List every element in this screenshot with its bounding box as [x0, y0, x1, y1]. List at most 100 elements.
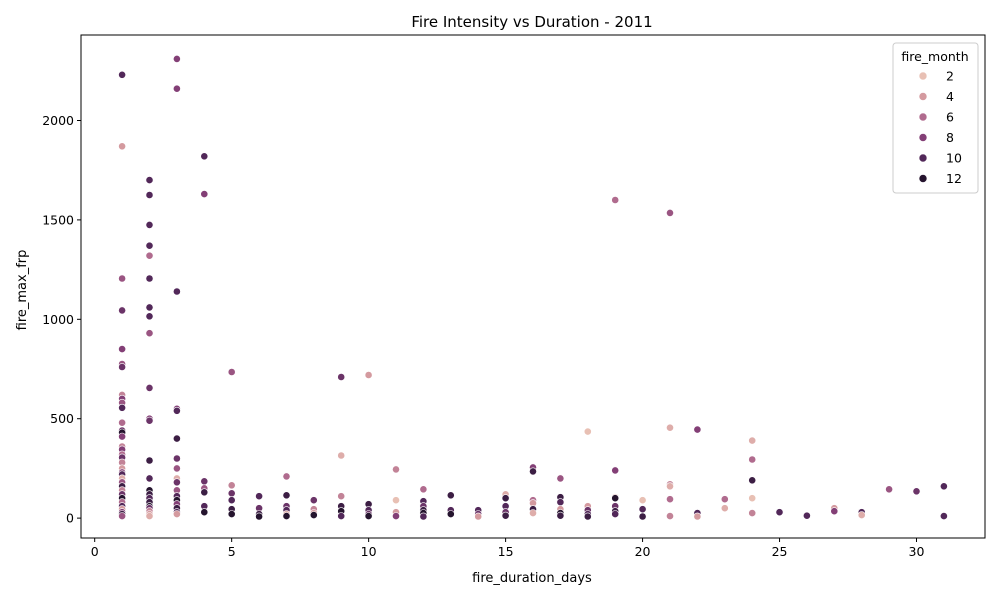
data-point — [145, 383, 154, 392]
data-point — [638, 496, 647, 505]
data-point — [172, 510, 181, 518]
data-point — [419, 485, 428, 494]
data-point — [118, 512, 126, 520]
axes: 0 5 10 15 20 25 30 0 500 1000 1500 2000 — [42, 34, 986, 559]
data-point — [748, 455, 757, 464]
data-point — [227, 489, 236, 498]
data-point — [583, 427, 592, 436]
data-point — [200, 190, 209, 198]
data-point — [227, 368, 236, 376]
axes-frame — [80, 34, 986, 539]
data-point — [392, 496, 400, 505]
data-point — [474, 512, 483, 521]
data-point — [364, 512, 373, 520]
data-point — [200, 477, 209, 486]
data-point — [172, 84, 181, 93]
data-point — [227, 481, 236, 490]
data-point — [638, 512, 647, 521]
legend-label: 10 — [946, 151, 962, 166]
data-point — [693, 425, 702, 434]
data-point — [172, 55, 181, 63]
data-point — [145, 274, 154, 283]
y-tick-label: 0 — [66, 511, 74, 526]
data-point — [145, 220, 154, 229]
x-axis-label: fire_duration_days — [472, 571, 592, 586]
data-point — [720, 504, 729, 513]
data-point — [282, 472, 291, 481]
data-point — [885, 485, 893, 494]
data-point — [501, 511, 510, 520]
legend-marker — [918, 153, 928, 163]
legend: fire_month 2 4 6 8 10 12 — [892, 42, 979, 194]
data-point — [857, 511, 866, 519]
data-point — [748, 494, 757, 503]
data-point — [666, 512, 674, 520]
data-point — [803, 511, 811, 520]
legend-label: 4 — [946, 89, 954, 104]
data-point — [666, 208, 674, 217]
data-point — [172, 464, 181, 473]
data-point — [392, 465, 400, 474]
data-point — [337, 451, 346, 460]
data-point — [145, 303, 154, 312]
data-point — [419, 512, 428, 521]
data-point — [172, 454, 181, 463]
data-point — [775, 508, 784, 517]
data-point — [611, 510, 620, 518]
x-tick-label: 30 — [909, 544, 925, 559]
data-point — [145, 329, 154, 338]
data-point — [611, 196, 620, 204]
data-point — [145, 241, 154, 250]
data-point — [282, 491, 291, 500]
data-point — [172, 434, 181, 443]
data-point — [145, 191, 154, 199]
legend-label: 2 — [946, 69, 954, 84]
data-point — [118, 403, 126, 412]
data-point — [446, 491, 455, 500]
chart-title: Fire Intensity vs Duration - 2011 — [411, 13, 652, 31]
data-point — [255, 492, 263, 501]
data-point — [693, 512, 702, 521]
x-tick-label: 10 — [361, 544, 377, 559]
data-point — [638, 505, 647, 514]
data-point — [282, 512, 291, 520]
data-point — [583, 512, 592, 521]
plot-area — [118, 55, 948, 521]
data-point — [200, 152, 209, 161]
data-point — [748, 509, 757, 517]
y-tick-label: 500 — [50, 411, 74, 426]
data-point — [172, 478, 181, 487]
data-point — [172, 287, 181, 296]
data-point — [529, 509, 537, 517]
y-tick-label: 1500 — [42, 212, 74, 227]
data-point — [446, 510, 455, 518]
data-point — [556, 511, 565, 520]
y-tick-label: 2000 — [42, 113, 74, 128]
data-point — [748, 476, 757, 485]
data-point — [830, 507, 839, 516]
data-point — [255, 512, 263, 521]
data-point — [118, 363, 126, 371]
data-point — [145, 176, 154, 184]
legend-label: 12 — [946, 171, 962, 186]
data-point — [337, 492, 346, 501]
data-point — [145, 251, 154, 260]
legend-marker — [918, 92, 928, 101]
x-tick-label: 15 — [498, 544, 514, 559]
data-point — [200, 488, 209, 497]
data-point — [309, 511, 318, 519]
data-point — [556, 498, 565, 507]
data-point — [666, 495, 674, 504]
data-point — [145, 512, 154, 520]
data-point — [666, 482, 674, 491]
data-point — [529, 467, 537, 476]
data-point — [145, 456, 154, 465]
data-point — [118, 345, 126, 353]
data-point — [611, 466, 620, 475]
data-point — [118, 70, 126, 79]
data-point — [940, 512, 948, 520]
data-point — [611, 494, 620, 503]
data-point — [912, 487, 921, 496]
data-point — [748, 436, 757, 445]
